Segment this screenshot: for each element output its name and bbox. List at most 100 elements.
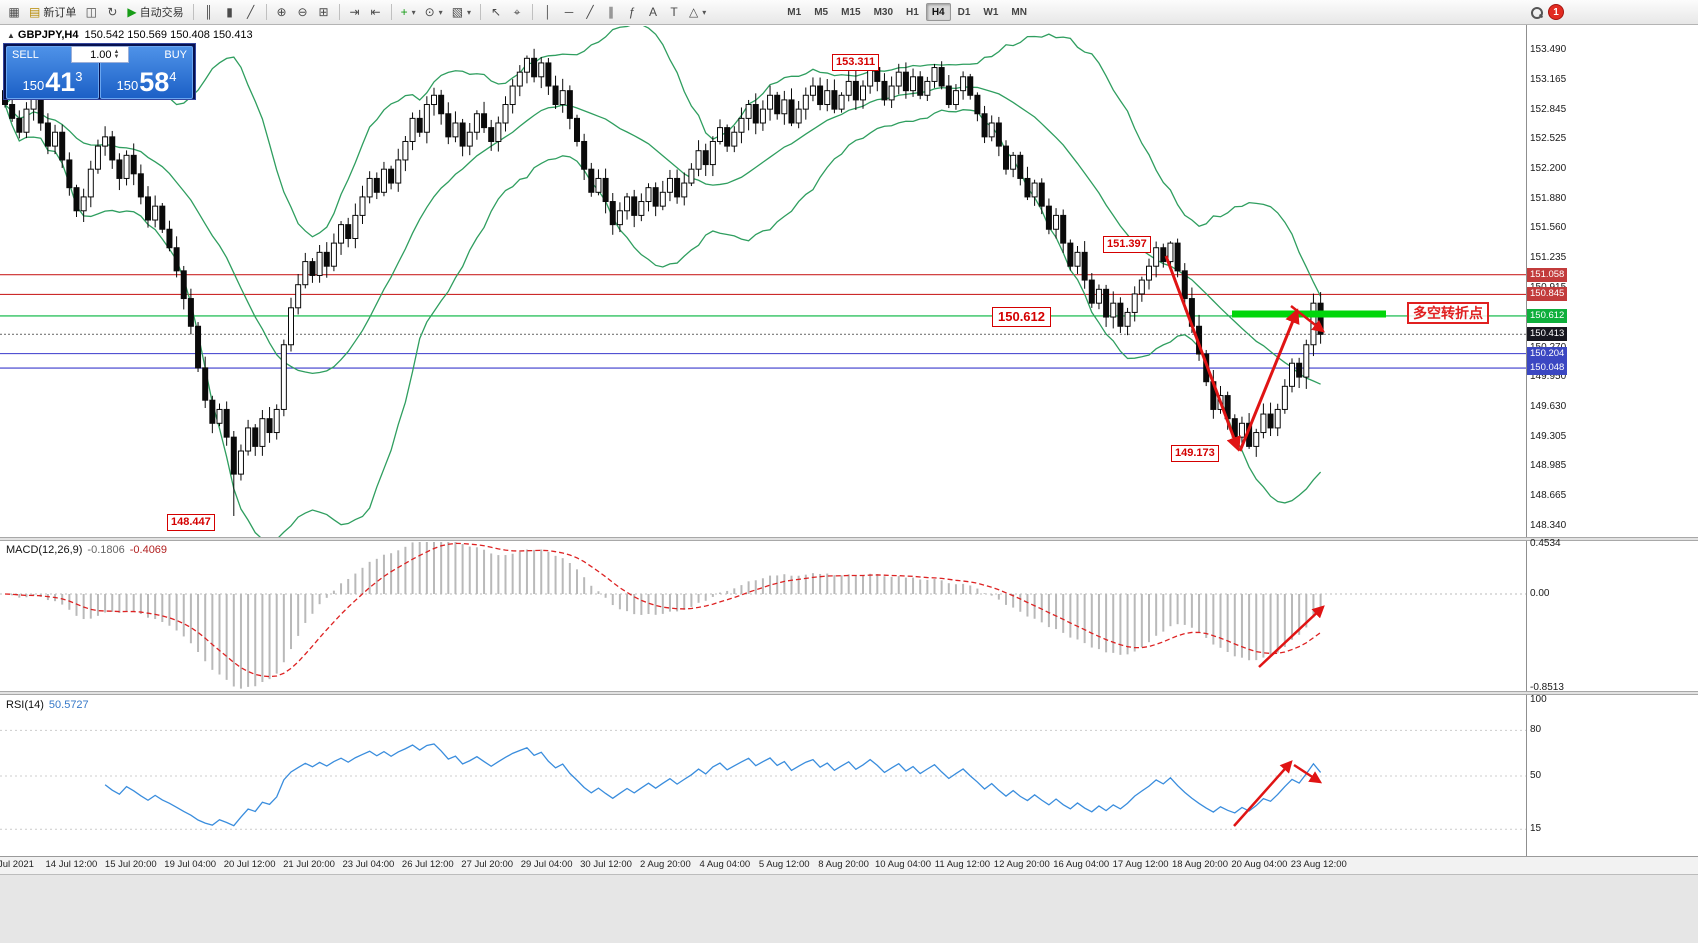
- symbol-label: GBPJPY,H4: [17, 29, 79, 41]
- timeframe-m5[interactable]: M5: [814, 6, 829, 18]
- chevron-down-icon[interactable]: ▾: [702, 7, 707, 17]
- refresh-icon: ↻: [107, 5, 118, 19]
- symbol-marker-icon: ▲: [7, 31, 15, 40]
- line-chart-icon: ╱: [246, 5, 255, 19]
- zoom-in-button[interactable]: ⊕: [272, 2, 292, 22]
- vertical-line-button[interactable]: │: [538, 2, 558, 22]
- timeframe-group: M1 M5 M15 M30 H1 H4 D1 W1 MN: [781, 3, 1033, 21]
- period-button[interactable]: ⊙ ▾: [421, 2, 447, 22]
- macd-panel-splitter[interactable]: [0, 537, 1698, 541]
- toolbar-separator: [390, 4, 392, 20]
- time-axis[interactable]: [0, 856, 1698, 874]
- add-indicator-button[interactable]: + ▾: [397, 2, 420, 22]
- timeframe-h1[interactable]: H1: [906, 6, 919, 18]
- horizontal-line-icon: ─: [564, 5, 574, 19]
- toolbar-separator: [265, 4, 267, 20]
- macd-panel[interactable]: [0, 535, 1526, 689]
- timeframe-m30[interactable]: M30: [873, 6, 894, 18]
- toolbar-separator: [192, 4, 194, 20]
- new-chart-icon: ▦: [8, 5, 20, 19]
- sell-label: SELL: [12, 49, 39, 61]
- trendline-button[interactable]: ╱: [580, 2, 600, 22]
- candlestick-chart-icon: ▮: [226, 5, 233, 19]
- toolbar: ▦ ▤ 新订单 ◫ ↻ ▶ 自动交易 ║ ▮ ╱ ⊕ ⊖ ⊞ ⇥ ⇤ + ▾ ⊙ ▾ ▧ ▾ ↖ ⌖ │ ─ ╱ ∥ ƒ A T △ ▾ M1 M…: [0, 0, 1698, 25]
- fibonacci-button[interactable]: ƒ: [622, 2, 642, 22]
- channel-button[interactable]: ∥: [601, 2, 621, 22]
- toolbar-separator: [532, 4, 534, 20]
- trendline-icon: ╱: [586, 5, 594, 19]
- chart-shift-button[interactable]: ⇤: [366, 2, 386, 22]
- rsi-panel-splitter[interactable]: [0, 691, 1698, 695]
- one-click-trading-panel: SELL 150 41 3 ▲▼ BUY 150 58 4: [3, 43, 196, 100]
- zoom-in-icon: ⊕: [276, 5, 287, 19]
- template-button[interactable]: ▧ ▾: [448, 2, 475, 22]
- sell-button[interactable]: SELL 150 41 3: [6, 46, 99, 99]
- zoom-out-button[interactable]: ⊖: [293, 2, 313, 22]
- rsi-label: RSI(14) 50.5727: [6, 699, 89, 711]
- cursor-icon: ↖: [491, 5, 502, 19]
- market-watch-icon: ◫: [85, 5, 98, 19]
- candlestick-chart-button[interactable]: ▮: [220, 2, 240, 22]
- volume-box: ▲▼: [70, 46, 129, 63]
- tile-windows-button[interactable]: ⊞: [314, 2, 334, 22]
- ohlc-bars-icon: ║: [204, 5, 213, 19]
- auto-scroll-button[interactable]: ⇥: [345, 2, 365, 22]
- horizontal-line-button[interactable]: ─: [559, 2, 579, 22]
- period-icon: ⊙: [424, 5, 435, 19]
- label-button[interactable]: T: [664, 2, 684, 22]
- spin-up-icon[interactable]: ▲: [113, 48, 120, 55]
- chevron-down-icon[interactable]: ▾: [411, 7, 416, 17]
- auto-trading-button-label: 自动交易: [139, 7, 184, 19]
- timeframe-mn[interactable]: MN: [1011, 6, 1027, 18]
- quote-line: ▲ GBPJPY,H4 150.542 150.569 150.408 150.41…: [7, 29, 253, 41]
- toolbar-separator: [338, 4, 340, 20]
- crosshair-icon: ⌖: [513, 5, 521, 19]
- ohlc-bars-button[interactable]: ║: [199, 2, 219, 22]
- timeframe-d1[interactable]: D1: [957, 6, 971, 18]
- support-zone-bar[interactable]: [1232, 310, 1386, 318]
- market-watch-button[interactable]: ◫: [81, 2, 101, 22]
- toolbar-separator: [480, 4, 482, 20]
- text-button[interactable]: A: [643, 2, 663, 22]
- tile-windows-icon: ⊞: [318, 5, 329, 19]
- volume-spinner[interactable]: ▲ ▼: [113, 48, 120, 60]
- new-order-button[interactable]: ▤ 新订单: [25, 2, 80, 22]
- trend-arrows[interactable]: [1164, 255, 1325, 827]
- notification-badge[interactable]: 1: [1548, 4, 1564, 20]
- channel-icon: ∥: [608, 5, 615, 19]
- price-axis-divider: [1526, 25, 1527, 856]
- main-chart[interactable]: [0, 24, 1526, 542]
- cursor-button[interactable]: ↖: [486, 2, 506, 22]
- sell-price: 150 41 3: [22, 67, 83, 98]
- crosshair-button[interactable]: ⌖: [507, 2, 527, 22]
- timeframe-h4[interactable]: H4: [925, 3, 951, 21]
- window-bottom-area: [0, 874, 1698, 943]
- rsi-panel[interactable]: [0, 729, 1526, 830]
- add-indicator-icon: +: [400, 5, 408, 19]
- refresh-button[interactable]: ↻: [102, 2, 122, 22]
- shapes-button[interactable]: △ ▾: [685, 2, 710, 22]
- volume-input[interactable]: [71, 48, 112, 61]
- macd-label: MACD(12,26,9) -0.1806 -0.4069: [6, 544, 168, 556]
- play-icon: ▶: [127, 5, 137, 19]
- auto-trading-button[interactable]: ▶ 自动交易: [123, 2, 187, 22]
- timeframe-m15[interactable]: M15: [841, 6, 861, 18]
- timeframe-m1[interactable]: M1: [787, 6, 802, 18]
- shapes-icon: △: [689, 5, 699, 19]
- spin-down-icon[interactable]: ▼: [113, 53, 120, 60]
- buy-price: 150 58 4: [116, 67, 177, 98]
- line-chart-button[interactable]: ╱: [241, 2, 261, 22]
- toolbar-right: 1: [1531, 4, 1564, 20]
- chevron-down-icon[interactable]: ▾: [467, 7, 472, 17]
- timeframe-w1[interactable]: W1: [983, 6, 999, 18]
- order-icon: ▤: [29, 5, 41, 19]
- buy-label: BUY: [164, 49, 187, 61]
- chart-shift-icon: ⇤: [370, 5, 381, 19]
- bollinger-bands: [4, 26, 1322, 537]
- search-icon[interactable]: [1531, 6, 1543, 19]
- zoom-out-icon: ⊖: [297, 5, 308, 19]
- chevron-down-icon[interactable]: ▾: [438, 7, 443, 17]
- new-chart-button[interactable]: ▦: [4, 2, 24, 22]
